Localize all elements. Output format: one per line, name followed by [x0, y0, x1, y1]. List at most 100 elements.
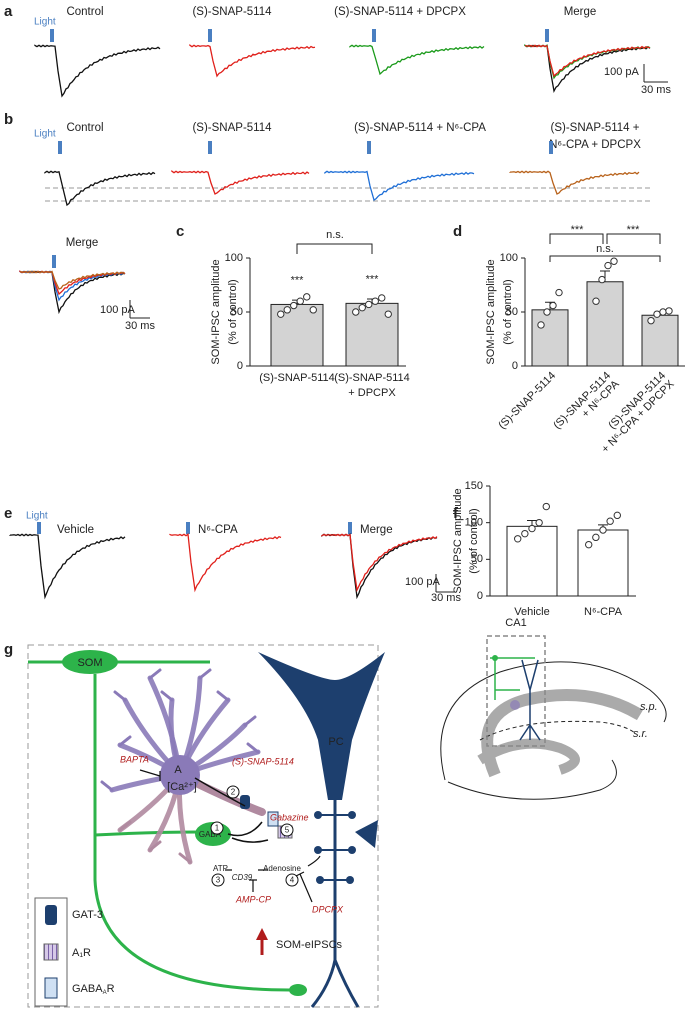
- astrocyte-process: [243, 715, 257, 727]
- significance-label: n.s.: [326, 229, 344, 241]
- step-label: 5: [285, 826, 290, 835]
- trace-title: Control: [66, 6, 103, 18]
- data-point: [647, 316, 655, 325]
- y-tick-label: 100: [225, 252, 243, 264]
- astrocyte-process: [118, 735, 132, 747]
- light-stimulus: [367, 141, 371, 154]
- legend-gabaar: [44, 977, 58, 999]
- flow-arrow: [227, 821, 263, 837]
- data-point: [599, 526, 607, 534]
- astrocyte-process: [198, 668, 212, 680]
- trace-title: Merge: [66, 237, 99, 249]
- drug-label: (S)-SNAP-5114: [232, 756, 294, 766]
- drug-label: BAPTA: [120, 754, 149, 764]
- astrocyte-process: [216, 690, 230, 702]
- step-label: 3: [216, 876, 221, 885]
- pc-dendrite: [310, 959, 360, 1008]
- astrocyte-process: [160, 690, 174, 702]
- astrocyte-label: A: [174, 764, 182, 776]
- y-axis-label: (% of control): [502, 279, 514, 344]
- data-point: [384, 310, 392, 318]
- trace-title: Merge: [360, 524, 393, 536]
- data-point: [528, 524, 536, 533]
- step-marker: [280, 823, 294, 837]
- drug-label: AMP-CP: [235, 894, 271, 904]
- x-tick-label: + DPCPX: [348, 387, 396, 399]
- pc-spine: [348, 811, 356, 819]
- trace-title: (S)-SNAP-5114: [192, 122, 272, 134]
- astrocyte-process: [148, 840, 162, 852]
- stratum-radiatum: [479, 720, 636, 741]
- drug-label: Gabazine: [270, 812, 309, 822]
- light-stimulus: [52, 255, 56, 268]
- legend-label: GAT-3: [72, 909, 103, 921]
- pc-spine: [314, 846, 322, 854]
- x-tick-label: Vehicle: [514, 606, 549, 618]
- som-axon: [93, 674, 291, 992]
- data-point: [653, 310, 661, 318]
- significance-label: n.s.: [596, 243, 614, 255]
- hippocampus-outline: [447, 759, 617, 800]
- eipscs-label: SOM-eIPSCs: [276, 939, 343, 951]
- panel-label: b: [4, 111, 13, 128]
- zoom-box: [486, 635, 546, 747]
- pc-cell: [258, 652, 385, 800]
- light-stimulus: [50, 29, 54, 42]
- trace-title: N⁶-CPA + DPCPX: [549, 139, 641, 151]
- y-tick-label: 0: [512, 360, 518, 372]
- step-label: 4: [290, 876, 295, 885]
- trace: [509, 170, 640, 195]
- scale-amp-label: 100 pA: [604, 66, 640, 78]
- data-point: [521, 529, 529, 538]
- y-tick-label: 50: [231, 306, 243, 318]
- significance-label: ***: [627, 224, 641, 236]
- data-point: [543, 308, 551, 316]
- inhibit: [249, 871, 313, 903]
- inset-title: CA1: [505, 617, 526, 629]
- y-tick-label: 0: [477, 590, 483, 602]
- legend-label-part: A: [103, 990, 107, 996]
- data-point: [542, 502, 550, 511]
- data-point: [309, 306, 317, 314]
- step-marker: [211, 873, 225, 887]
- atp-label: ATP: [213, 864, 228, 873]
- significance-label: ***: [291, 274, 305, 286]
- trace: [171, 170, 310, 195]
- som-cell: [62, 650, 118, 674]
- som-axon: [94, 830, 201, 837]
- y-axis-label: SOM-IPSC amplitude: [210, 259, 222, 364]
- pc-label: PC: [328, 736, 343, 748]
- calcium-label: [Ca²⁺]: [167, 781, 197, 793]
- step-marker: [210, 821, 224, 835]
- data-point: [365, 300, 373, 309]
- data-point: [537, 321, 545, 329]
- layer-label: s.p.: [640, 701, 658, 713]
- data-point: [598, 275, 606, 284]
- legend-label-part: R: [107, 983, 115, 995]
- scale-time-label: 30 ms: [431, 592, 461, 604]
- panel-label: d: [453, 223, 462, 240]
- data-point: [535, 518, 543, 527]
- cd39-label: CD39: [232, 873, 253, 882]
- light-stimulus: [208, 141, 212, 154]
- y-tick-label: 100: [465, 517, 483, 529]
- data-point: [277, 310, 285, 318]
- step-marker: [226, 785, 240, 799]
- data-point: [378, 294, 386, 302]
- panel-label: f: [453, 505, 459, 522]
- bar: [641, 314, 679, 367]
- data-point: [610, 257, 618, 265]
- drug-label: DPCPX: [312, 904, 344, 914]
- y-axis-label: (% of control): [468, 508, 480, 573]
- trace: [321, 533, 438, 593]
- light-stimulus: [348, 522, 352, 534]
- inhibit: [139, 769, 161, 781]
- light-label: Light: [26, 511, 48, 522]
- legend-label: GABAAR: [72, 983, 115, 996]
- data-point: [290, 301, 298, 310]
- legend-gat3: [45, 905, 57, 925]
- trace-title: (S)-SNAP-5114: [192, 6, 272, 18]
- flow-arrow: [231, 837, 269, 843]
